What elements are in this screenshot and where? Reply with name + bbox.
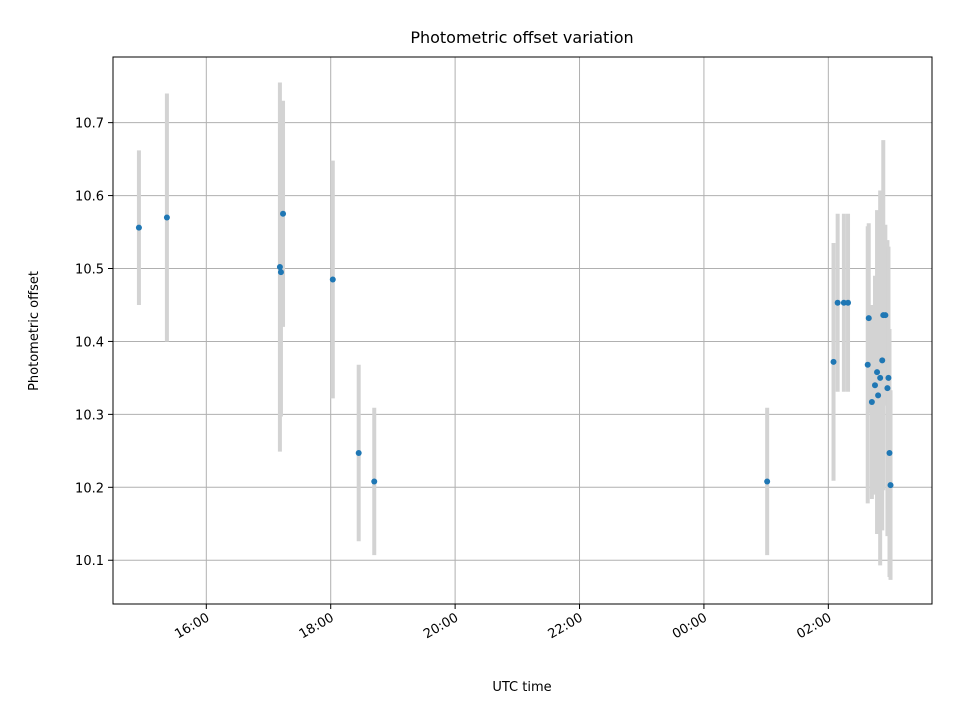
data-point xyxy=(884,385,891,392)
y-tick-label: 10.7 xyxy=(75,117,104,132)
data-point xyxy=(874,369,881,376)
y-tick-label: 10.5 xyxy=(75,263,104,278)
chart-title: Photometric offset variation xyxy=(410,28,633,47)
data-point xyxy=(840,299,847,306)
data-point xyxy=(355,450,362,457)
data-point xyxy=(845,299,852,306)
data-point xyxy=(163,214,170,221)
data-point xyxy=(135,224,142,231)
y-tick-label: 10.2 xyxy=(75,481,104,496)
y-axis-label: Photometric offset xyxy=(27,271,42,391)
data-point xyxy=(877,374,884,381)
y-tick-label: 10.6 xyxy=(75,190,104,205)
data-point xyxy=(886,450,893,457)
data-point xyxy=(277,269,284,276)
data-point xyxy=(834,299,841,306)
data-point xyxy=(329,276,336,283)
point-layer xyxy=(135,210,894,489)
x-axis-label: UTC time xyxy=(492,680,551,695)
data-point xyxy=(764,478,771,485)
data-point xyxy=(871,382,878,389)
y-tick-label: 10.4 xyxy=(75,335,104,350)
data-point xyxy=(864,361,871,368)
data-point xyxy=(879,357,886,364)
data-point xyxy=(887,482,894,489)
data-point xyxy=(276,264,283,271)
data-point xyxy=(830,358,837,365)
data-point xyxy=(875,392,882,399)
grid-layer xyxy=(113,57,932,604)
data-point xyxy=(885,374,892,381)
plot-frame xyxy=(112,56,933,605)
data-point xyxy=(868,398,875,405)
data-point xyxy=(882,312,889,319)
data-point xyxy=(371,478,378,485)
data-point xyxy=(865,315,872,322)
data-point xyxy=(280,210,287,217)
y-tick-label: 10.3 xyxy=(75,408,104,423)
y-tick-label: 10.1 xyxy=(75,554,104,569)
